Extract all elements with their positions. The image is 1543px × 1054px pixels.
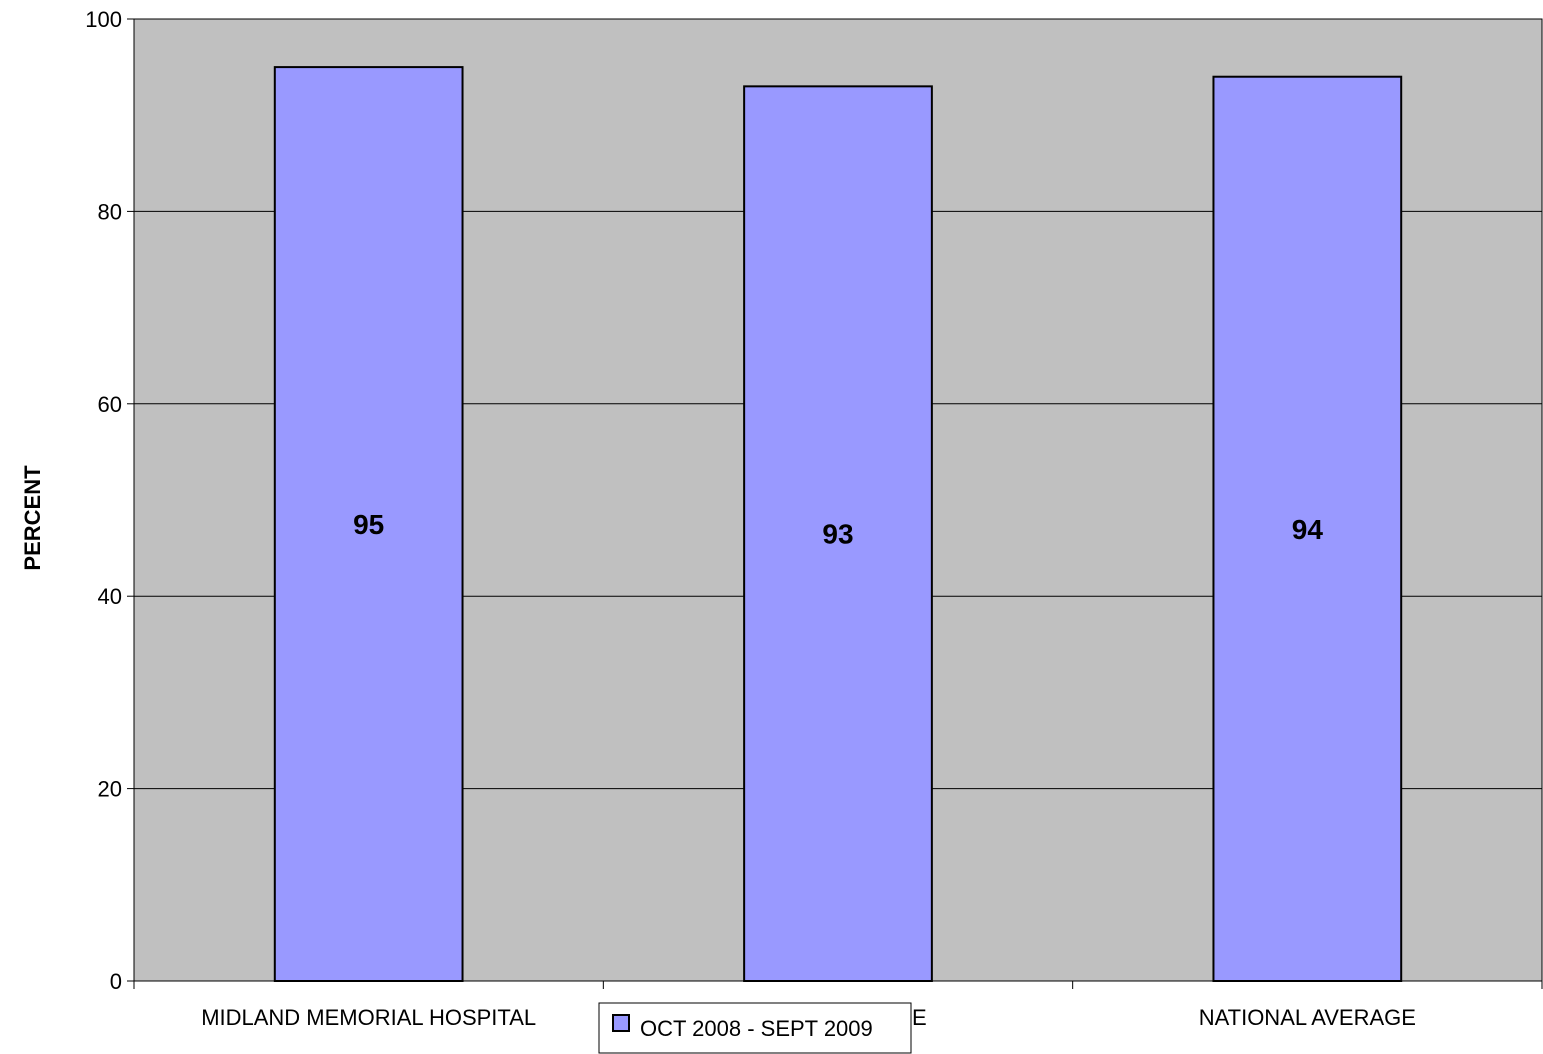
y-tick-label: 80: [98, 199, 122, 224]
bar-value-label: 94: [1292, 514, 1324, 545]
legend-label: OCT 2008 - SEPT 2009: [640, 1016, 873, 1041]
y-tick-label: 100: [85, 7, 122, 32]
bar: [1212, 75, 1403, 983]
category-label: NATIONAL AVERAGE: [1199, 1005, 1416, 1030]
y-tick-label: 0: [110, 969, 122, 994]
category-label: MIDLAND MEMORIAL HOSPITAL: [201, 1005, 536, 1030]
bar-value-label: 95: [353, 509, 384, 540]
bar-value-label: 93: [822, 519, 853, 550]
y-tick-label: 60: [98, 392, 122, 417]
y-axis-label: PERCENT: [20, 465, 45, 571]
legend-swatch: [612, 1014, 630, 1032]
y-tick-label: 20: [98, 777, 122, 802]
data-labels: 95 93 94: [353, 509, 1323, 550]
bar: [743, 85, 933, 982]
legend-box: [598, 1002, 912, 1054]
y-tick-label: 40: [98, 584, 122, 609]
legend: OCT 2008 - SEPT 2009: [598, 1002, 912, 1054]
